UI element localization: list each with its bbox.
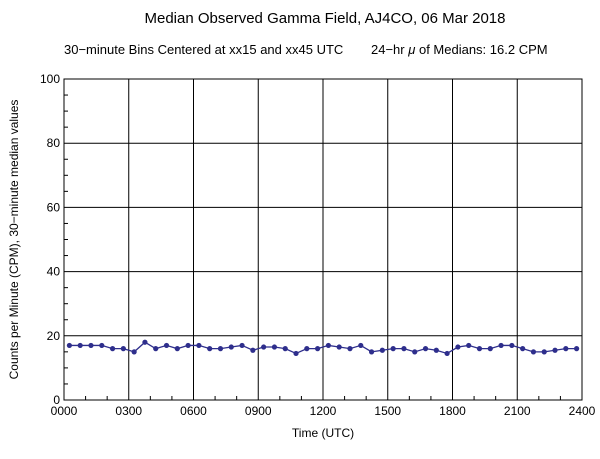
data-point	[412, 349, 418, 355]
x-tick-label: 2100	[504, 404, 531, 418]
data-point	[379, 347, 385, 353]
data-point	[530, 349, 537, 355]
data-point	[77, 342, 83, 349]
axis-ticks: 0000 0300 0600 0900 1200 1500 1800 2100 2400 0 20 4…	[40, 72, 596, 418]
x-tick-label: 0000	[51, 404, 78, 418]
data-point	[282, 346, 288, 352]
y-tick-label: 40	[47, 265, 61, 279]
x-tick-label: 1200	[310, 404, 337, 418]
data-point	[153, 346, 159, 352]
data-point	[347, 346, 353, 352]
data-point	[207, 346, 213, 352]
data-point	[261, 344, 267, 350]
x-tick-label: 2400	[569, 404, 596, 418]
data-point	[476, 346, 483, 352]
chart-subtitle-mean: 24−hr μ of Medians: 16.2 CPM	[371, 42, 548, 57]
data-point	[131, 349, 137, 355]
chart-subtitle-mean-prefix: 24−hr	[371, 42, 409, 57]
grid	[64, 79, 582, 400]
data-point	[401, 346, 407, 352]
data-point	[466, 342, 472, 349]
chart-subtitle-mean-suffix: of Medians: 16.2 CPM	[415, 42, 548, 57]
data-point	[433, 347, 439, 353]
data-point	[520, 346, 526, 352]
data-point	[174, 346, 180, 352]
y-tick-label: 80	[47, 136, 61, 150]
data-point	[66, 342, 72, 349]
mu-symbol: μ	[408, 42, 416, 57]
data-point	[99, 342, 105, 349]
data-point	[142, 339, 148, 345]
x-tick-label: 0900	[245, 404, 272, 418]
data-point	[498, 342, 504, 349]
data-point	[336, 344, 342, 350]
data-point	[271, 344, 278, 350]
data-point	[552, 347, 558, 353]
y-tick-label: 0	[53, 393, 60, 407]
x-tick-label: 0600	[180, 404, 207, 418]
data-point	[574, 346, 580, 352]
data-point	[422, 346, 429, 352]
data-point	[455, 344, 461, 350]
y-tick-label: 60	[47, 200, 61, 214]
series	[66, 339, 580, 357]
data-point	[196, 342, 202, 349]
data-point	[315, 346, 321, 352]
data-point	[304, 346, 310, 352]
x-tick-label: 1800	[439, 404, 466, 418]
data-point	[120, 346, 126, 352]
data-point	[509, 342, 515, 349]
chart-subtitle-bins: 30−minute Bins Centered at xx15 and xx45…	[64, 42, 344, 57]
x-tick-label: 0300	[115, 404, 142, 418]
data-point	[541, 349, 547, 355]
x-tick-label: 1500	[374, 404, 401, 418]
y-axis-label: Counts per Minute (CPM), 30−minute media…	[7, 100, 21, 380]
data-point	[563, 346, 569, 352]
data-point	[109, 346, 116, 352]
data-point	[444, 350, 450, 357]
x-axis-label: Time (UTC)	[292, 426, 354, 440]
y-tick-label: 100	[40, 72, 60, 86]
data-point	[293, 350, 299, 357]
data-point	[390, 346, 396, 352]
data-point	[228, 344, 234, 350]
data-point	[217, 346, 224, 352]
data-point	[163, 342, 170, 349]
data-point	[185, 342, 191, 349]
data-point	[239, 342, 245, 349]
y-tick-label: 20	[47, 329, 61, 343]
data-point	[487, 346, 493, 352]
data-point	[325, 342, 331, 349]
data-point	[250, 347, 256, 353]
data-point	[88, 342, 94, 349]
data-point	[358, 342, 364, 349]
chart-title: Median Observed Gamma Field, AJ4CO, 06 M…	[144, 10, 506, 27]
data-point	[368, 349, 375, 355]
